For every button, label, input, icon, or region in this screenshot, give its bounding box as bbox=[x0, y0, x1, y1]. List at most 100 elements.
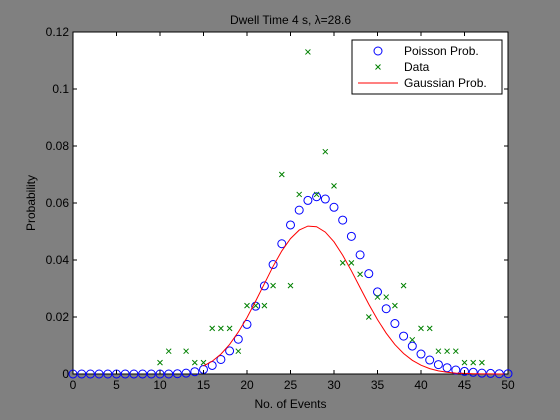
data-point bbox=[418, 325, 424, 332]
poisson-point bbox=[346, 231, 356, 241]
data-point bbox=[374, 294, 381, 300]
data-point bbox=[235, 348, 242, 355]
data-point bbox=[244, 302, 250, 309]
data-point bbox=[191, 359, 198, 366]
data-point bbox=[261, 302, 268, 309]
data-point bbox=[470, 359, 477, 366]
poisson-point bbox=[277, 239, 287, 249]
legend-label: Poisson Prob. bbox=[404, 44, 479, 58]
poisson-point bbox=[268, 260, 278, 270]
data-point bbox=[461, 359, 468, 366]
series-layer bbox=[68, 49, 513, 379]
data-point bbox=[278, 171, 285, 178]
data-point bbox=[305, 49, 311, 55]
poisson-point bbox=[364, 269, 374, 279]
data-point bbox=[348, 259, 355, 266]
poisson-point bbox=[451, 365, 461, 375]
data-point bbox=[331, 183, 337, 189]
poisson-point bbox=[94, 369, 104, 379]
poisson-point bbox=[251, 301, 261, 311]
poisson-point bbox=[425, 355, 435, 365]
data-point bbox=[452, 348, 459, 355]
legend-marker-x bbox=[375, 64, 381, 70]
x-tick-label: 15 bbox=[197, 378, 211, 392]
poisson-point bbox=[146, 369, 156, 379]
poisson-point bbox=[294, 205, 304, 215]
x-axis-label: No. of Events bbox=[254, 397, 326, 411]
x-tick-label: 10 bbox=[153, 378, 167, 392]
poisson-point bbox=[320, 194, 330, 204]
data-point bbox=[226, 325, 233, 332]
x-tick-label: 30 bbox=[327, 378, 341, 392]
x-tick-label: 35 bbox=[371, 378, 385, 392]
poisson-point bbox=[286, 220, 295, 230]
legend: Poisson Prob. Data Gaussian Prob. bbox=[351, 39, 503, 95]
x-tick-label: 5 bbox=[113, 378, 120, 392]
poisson-point bbox=[407, 341, 417, 351]
data-point bbox=[383, 294, 390, 300]
poisson-point bbox=[433, 360, 443, 370]
y-tick-label: 0.1 bbox=[52, 82, 69, 96]
data-point bbox=[287, 282, 294, 289]
legend-marker-circle bbox=[373, 46, 383, 56]
poisson-point bbox=[338, 215, 348, 225]
poisson-point bbox=[390, 319, 400, 329]
poisson-point bbox=[225, 346, 235, 356]
data-point bbox=[435, 348, 442, 355]
poisson-point bbox=[477, 368, 487, 378]
x-tick-label: 40 bbox=[414, 378, 428, 392]
data-point bbox=[296, 191, 303, 198]
poisson-point bbox=[77, 369, 87, 379]
data-point bbox=[183, 348, 189, 355]
poisson-point bbox=[355, 250, 365, 260]
poisson-point bbox=[164, 369, 174, 379]
legend-box bbox=[351, 39, 503, 95]
poisson-point bbox=[468, 367, 478, 377]
poisson-point bbox=[85, 369, 95, 379]
data-point bbox=[322, 148, 329, 155]
data-point bbox=[270, 282, 276, 289]
poisson-point bbox=[442, 363, 452, 373]
data-point bbox=[479, 359, 485, 366]
poisson-point bbox=[138, 369, 148, 379]
data-point bbox=[357, 271, 363, 278]
data-point bbox=[400, 282, 407, 289]
y-tick-label: 0.04 bbox=[46, 253, 70, 267]
data-point bbox=[209, 325, 216, 332]
data-point bbox=[392, 302, 398, 309]
poisson-point bbox=[103, 369, 113, 379]
gaussian-curve bbox=[203, 225, 508, 375]
poisson-point bbox=[303, 195, 313, 205]
poisson-point bbox=[181, 368, 191, 378]
data-point bbox=[313, 191, 320, 198]
x-tick-label: 20 bbox=[240, 378, 254, 392]
x-tick-label: 45 bbox=[458, 378, 472, 392]
legend-label: Gaussian Prob. bbox=[404, 76, 487, 90]
poisson-point bbox=[120, 369, 130, 379]
y-tick-label: 0.06 bbox=[46, 196, 70, 210]
y-tick-label: 0 bbox=[62, 367, 69, 381]
x-tick-label: 25 bbox=[284, 378, 298, 392]
ticks-layer: 0 5 10 15 20 25 30 35 40 45 50 0 0.02 0.04 0.06 0.08 0.1… bbox=[46, 25, 515, 392]
poisson-point bbox=[312, 192, 322, 202]
x-tick-label: 0 bbox=[70, 378, 77, 392]
poisson-point bbox=[129, 369, 139, 379]
data-point bbox=[444, 348, 450, 355]
data-point bbox=[218, 325, 224, 332]
y-tick-label: 0.08 bbox=[46, 139, 70, 153]
poisson-point bbox=[172, 369, 182, 379]
poisson-point bbox=[329, 202, 339, 212]
poisson-point bbox=[190, 367, 200, 377]
legend-label: Data bbox=[404, 60, 430, 74]
data-point bbox=[165, 348, 172, 355]
y-tick-label: 0.12 bbox=[46, 25, 70, 39]
data-point bbox=[409, 336, 416, 343]
data-point bbox=[339, 259, 346, 266]
poisson-point bbox=[233, 334, 243, 344]
chart-title: Dwell Time 4 s, λ=28.6 bbox=[230, 13, 351, 27]
poisson-point bbox=[399, 331, 409, 341]
data-point bbox=[200, 359, 207, 366]
data-point bbox=[157, 359, 163, 366]
data-point bbox=[426, 325, 433, 332]
